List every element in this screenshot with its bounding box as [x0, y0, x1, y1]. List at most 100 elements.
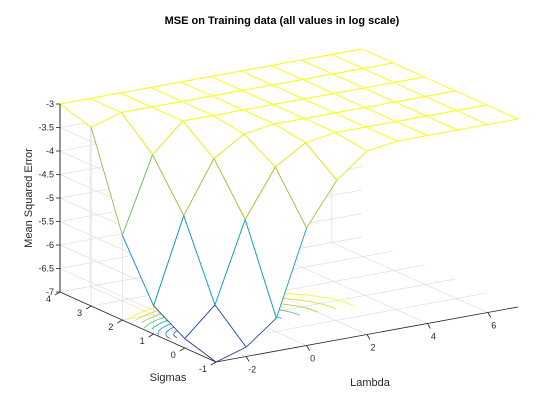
surface-edge [424, 76, 456, 92]
z-tick-label: -4 [46, 146, 54, 156]
surface-face [301, 54, 363, 74]
grid-line [271, 253, 428, 324]
surface-edge [361, 48, 394, 64]
surface-face [335, 127, 398, 152]
y-tick-mark [179, 347, 186, 352]
surface-face [244, 124, 306, 167]
surface-edge [213, 158, 246, 220]
surface-edge [244, 219, 277, 319]
surface-edge [90, 127, 123, 236]
surface-edge [214, 304, 247, 348]
surface-face [241, 65, 303, 85]
surface-edge [363, 82, 395, 89]
tick-labels: -7 -6.5 -6 -5.5 -5 -4.5 -4 -3.5 -3 -2 0 2 4 6 -1 0 1 2 3 4 [38, 99, 496, 375]
surface-edge [181, 101, 214, 116]
surface-face [153, 215, 215, 339]
surface-edge [304, 118, 336, 133]
z-tick-label: -3.5 [38, 123, 54, 133]
surface-edge [365, 121, 397, 128]
surface-edge [274, 123, 306, 144]
surface-edge [183, 158, 215, 216]
y-tick-mark [148, 333, 154, 338]
y-tick-label: 1 [140, 336, 145, 346]
surface-edge [394, 82, 426, 97]
surface-face [273, 99, 335, 119]
surface-face [425, 91, 487, 111]
surface-edge [335, 126, 367, 133]
surface-face [365, 102, 427, 122]
surface-edge [426, 110, 457, 117]
surface-face [394, 77, 456, 97]
surface-edge [273, 98, 304, 105]
y-tick-label: 0 [171, 350, 176, 360]
surface-face [214, 134, 276, 220]
surface-edge [272, 79, 303, 86]
surface-edge [212, 115, 245, 135]
surface-edge [211, 95, 244, 111]
surface-edge [304, 112, 335, 119]
surface-edge [455, 90, 487, 106]
surface-face [364, 82, 426, 102]
surface-edge [244, 166, 276, 220]
surface-edge [425, 90, 456, 97]
surface-edge [426, 115, 458, 131]
surface-edge [487, 118, 519, 125]
surface-face [334, 107, 397, 127]
surface-face [395, 96, 457, 116]
y-tick-label: 4 [46, 294, 51, 304]
grid-line [331, 242, 488, 313]
surface-edge [395, 101, 427, 117]
surface-edge [242, 84, 273, 91]
surface-face [211, 71, 273, 91]
z-tick-label: -6 [46, 240, 54, 250]
surface-edge [303, 93, 334, 100]
surface-face [242, 85, 304, 105]
surface-edge [150, 81, 181, 88]
surface-face [366, 121, 428, 141]
surface-edge [332, 73, 365, 89]
surface-face [243, 104, 305, 124]
x-tick-label: 4 [431, 332, 436, 342]
surface-edge [184, 304, 216, 339]
surface-face [396, 116, 458, 136]
surface-edge [275, 142, 306, 168]
surface-edge [243, 133, 276, 168]
surface-edge [457, 124, 488, 131]
x-tick-mark [427, 323, 431, 329]
z-tick-label: -4.5 [38, 170, 54, 180]
surface-edge [305, 132, 336, 144]
x-axis-label: Lambda [350, 377, 391, 389]
surface-edge [364, 101, 396, 108]
surface-edge [243, 104, 274, 111]
surface-edge [120, 92, 152, 108]
y-tick-mark [117, 319, 123, 324]
surface-edge [397, 135, 428, 142]
x-tick-mark [306, 345, 310, 351]
surface-edge [365, 126, 398, 142]
z-tick-label: -6.5 [38, 264, 54, 274]
surface-edge [271, 65, 303, 80]
z-tick-label: -7 [46, 287, 54, 297]
surface-edge [301, 54, 332, 61]
surface-edge [331, 48, 363, 55]
surface-edge [272, 84, 304, 100]
surface-face [331, 49, 394, 69]
surface-edge [121, 154, 154, 236]
surface-edge [182, 115, 214, 122]
surface-edge [273, 104, 305, 119]
surface-face [121, 107, 183, 155]
surface-edge [274, 118, 305, 125]
surface-face [182, 115, 245, 159]
surface-face [303, 93, 365, 113]
surface-face [151, 101, 213, 121]
y-tick-label: -1 [199, 364, 207, 374]
surface-edge [486, 104, 519, 120]
surface-face [245, 167, 307, 319]
surface-edge [212, 109, 244, 116]
z-axis-label: Mean Squared Error [23, 148, 35, 248]
y-tick-mark [54, 291, 61, 296]
z-tick-label: -5 [46, 193, 54, 203]
surface-edge [59, 98, 91, 105]
surface-face [363, 63, 425, 83]
x-tick-mark [245, 356, 250, 362]
